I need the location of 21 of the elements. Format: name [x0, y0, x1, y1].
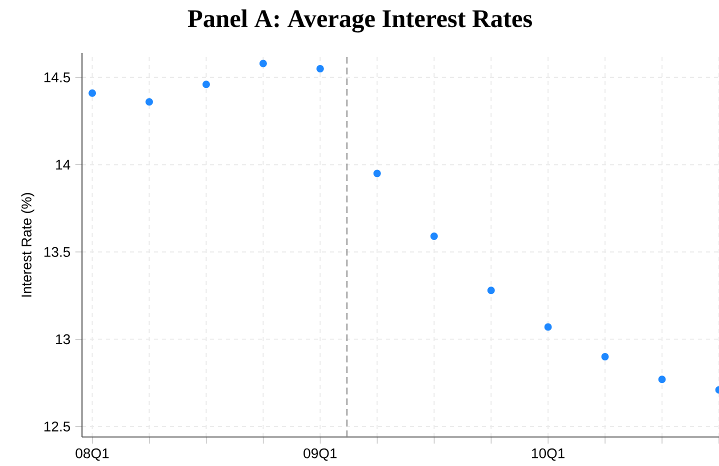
- point: [601, 352, 609, 360]
- x-tick-label: 08Q1: [76, 448, 109, 461]
- y-tick-label: 13: [56, 334, 70, 344]
- y-tick-label: 14: [56, 160, 70, 170]
- point: [487, 286, 495, 294]
- y-tick-label: 14.5: [44, 72, 70, 82]
- point: [202, 80, 210, 88]
- point: [430, 232, 438, 240]
- point: [658, 376, 666, 384]
- y-tick-label: 12.5: [44, 422, 70, 432]
- point: [544, 323, 552, 331]
- point: [259, 60, 267, 68]
- point: [88, 89, 96, 97]
- point: [316, 64, 324, 72]
- y-tick-label: 13.5: [44, 247, 70, 257]
- x-tick-label: 10Q1: [532, 448, 564, 461]
- chart-title: Panel A: Average Interest Rates: [188, 9, 532, 33]
- point: [146, 98, 153, 106]
- x-tick-label: 09Q1: [304, 448, 337, 461]
- y-axis-title: Interest Rate (%): [21, 192, 34, 297]
- point: [373, 170, 381, 178]
